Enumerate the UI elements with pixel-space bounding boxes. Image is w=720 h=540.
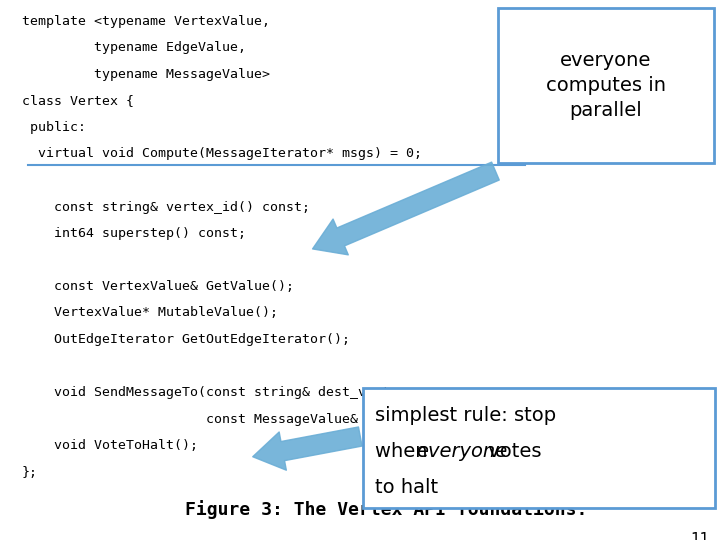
Text: virtual void Compute(MessageIterator* msgs) = 0;: virtual void Compute(MessageIterator* ms… (22, 147, 422, 160)
Text: template <typename VertexValue,: template <typename VertexValue, (22, 15, 270, 28)
Text: VertexValue* MutableValue();: VertexValue* MutableValue(); (22, 307, 278, 320)
Text: when: when (375, 442, 433, 461)
Text: to halt: to halt (375, 478, 438, 497)
Text: 11: 11 (690, 532, 710, 540)
FancyBboxPatch shape (498, 8, 714, 163)
Text: OutEdgeIterator GetOutEdgeIterator();: OutEdgeIterator GetOutEdgeIterator(); (22, 333, 350, 346)
FancyArrowPatch shape (312, 162, 499, 255)
FancyArrowPatch shape (253, 427, 362, 470)
Text: typename MessageValue>: typename MessageValue> (22, 68, 270, 81)
Text: void SendMessageTo(const string& dest_vertex,: void SendMessageTo(const string& dest_ve… (22, 386, 414, 399)
Text: typename EdgeValue,: typename EdgeValue, (22, 42, 246, 55)
Text: public:: public: (22, 121, 86, 134)
Text: const VertexValue& GetValue();: const VertexValue& GetValue(); (22, 280, 294, 293)
Text: void VoteToHalt();: void VoteToHalt(); (22, 439, 198, 452)
Text: const MessageValue& message);: const MessageValue& message); (22, 413, 438, 426)
Text: Figure 3: The Vertex API foundations.: Figure 3: The Vertex API foundations. (185, 500, 588, 519)
FancyBboxPatch shape (363, 388, 715, 508)
Text: int64 superstep() const;: int64 superstep() const; (22, 227, 246, 240)
Text: class Vertex {: class Vertex { (22, 94, 134, 107)
Text: everyone: everyone (416, 442, 508, 461)
Text: const string& vertex_id() const;: const string& vertex_id() const; (22, 200, 310, 213)
Text: simplest rule: stop: simplest rule: stop (375, 406, 556, 425)
Text: };: }; (22, 465, 38, 478)
Text: everyone
computes in
parallel: everyone computes in parallel (546, 51, 666, 120)
Text: votes: votes (482, 442, 541, 461)
